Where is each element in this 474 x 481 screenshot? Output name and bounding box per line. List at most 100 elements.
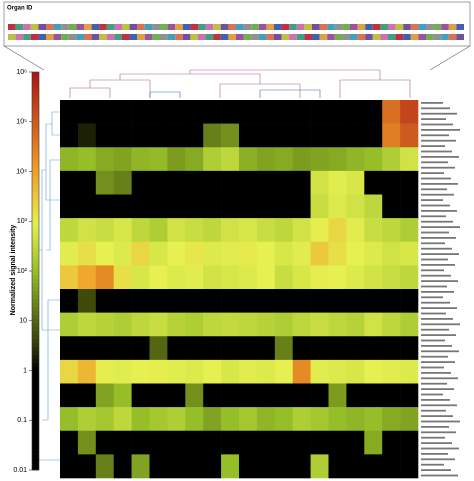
heat-cell [95,265,114,290]
heat-cell [310,123,329,148]
organ-swatch [274,24,282,30]
color-bar-step [32,219,39,224]
heat-cell [310,407,329,432]
heat-cell [364,194,383,219]
color-bar-step [32,298,39,304]
row-label-mark [421,350,459,353]
heat-cell [292,170,311,195]
color-bar-step [32,322,39,328]
heat-cell [203,123,222,148]
row-label-mark [421,393,443,396]
heat-cell [95,430,114,455]
color-bar-step [32,414,39,419]
organ-swatch [61,24,69,30]
heat-cell [185,289,204,313]
organ-swatch [388,34,396,40]
color-bar-step [32,406,39,411]
organ-swatch [433,34,442,40]
heat-cell [131,383,150,408]
heat-cell [256,430,276,455]
heat-cell [274,289,293,313]
organ-swatch [350,24,358,30]
heat-cell [60,265,79,290]
heat-cell [60,170,79,195]
heat-cell [274,407,293,432]
heat-cell [95,454,114,479]
heat-cell [131,123,150,148]
heat-cell [292,218,311,243]
row-label-mark [421,264,455,266]
organ-swatch [144,24,153,30]
heat-cell [77,123,97,148]
heat-cell [113,123,132,148]
heat-cell [274,359,293,384]
organ-swatch [205,34,214,40]
heat-cell [149,454,168,479]
organ-swatch [228,34,236,40]
heatmap [60,100,419,479]
row-label-mark [421,345,452,347]
heat-cell [149,407,168,432]
heat-cell [274,336,293,361]
heat-cell [203,170,222,195]
heat-cell [95,383,114,408]
organ-swatch [46,24,54,30]
organ-swatch [372,24,381,30]
organ-swatch [426,24,434,30]
organ-swatch [106,24,115,30]
organ-swatch [99,24,107,30]
heat-cell [256,194,276,219]
heat-cell [203,454,222,479]
heat-cell [346,265,365,290]
color-bar-step [32,187,39,192]
column-dendrogram [69,69,411,98]
heat-cell [60,407,79,432]
color-bar-step [32,302,39,308]
heat-cell [203,265,222,290]
organ-swatch [357,34,366,40]
heat-cell [400,265,419,290]
heat-cell [239,241,258,266]
heat-cell [77,430,97,455]
color-bar-step [32,83,39,89]
heat-cell [149,430,168,455]
heat-cell [167,383,186,408]
heat-cell [239,359,258,384]
row-label-mark [421,382,447,385]
heat-cell [328,312,347,337]
heat-cell [274,312,293,337]
heat-cell [203,407,222,432]
color-bar-step [32,362,39,367]
heat-cell [77,289,97,313]
row-label-mark [421,253,459,255]
color-bar-step [32,99,39,105]
heat-cell [239,265,258,290]
heat-cell [77,218,97,243]
heat-cell [346,100,365,124]
heat-cell [149,359,168,384]
heat-cell [364,383,383,408]
organ-swatch [114,24,122,30]
heat-cell [328,430,347,455]
color-bar-step [32,442,39,447]
heat-cell [400,383,419,408]
row-label-mark [421,247,452,250]
organ-legend: Organ ID [3,1,471,71]
heat-cell [149,147,168,172]
organ-swatch [441,34,449,40]
heat-cell [113,170,132,195]
color-axis-title: Normalized signal intensity [10,225,17,316]
organ-swatch [129,34,138,40]
heat-cell [185,383,204,408]
organ-swatch [220,24,229,30]
organ-swatch [114,34,122,40]
heat-cell [256,100,276,124]
heat-cell [167,100,186,124]
heat-cell [310,241,329,266]
heat-cell [77,312,97,337]
heat-cell [292,383,311,408]
row-label-mark [421,426,449,428]
color-tick-label: 10² [17,268,28,275]
heat-cell [310,170,329,195]
heat-cell [310,100,329,124]
